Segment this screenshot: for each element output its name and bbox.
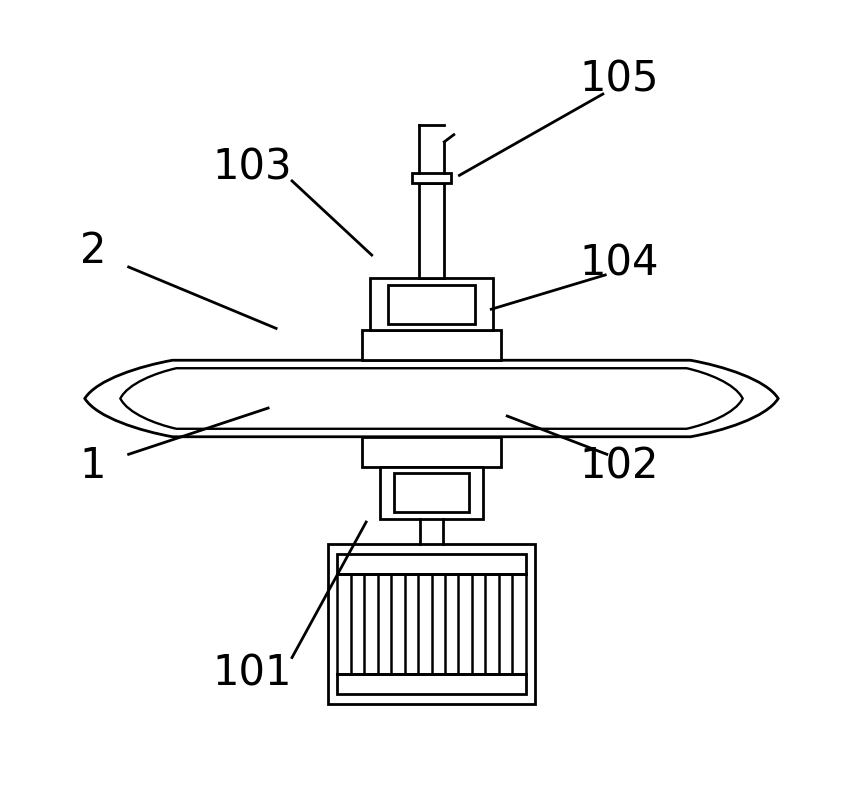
- Bar: [394, 473, 469, 512]
- Text: 2: 2: [79, 230, 106, 272]
- Bar: [328, 544, 535, 704]
- Bar: [362, 330, 501, 360]
- PathPatch shape: [85, 360, 778, 437]
- Text: 104: 104: [579, 242, 658, 284]
- Bar: [337, 674, 526, 694]
- Text: 101: 101: [212, 653, 292, 694]
- Bar: [380, 467, 483, 519]
- Bar: [337, 554, 526, 574]
- Bar: [419, 183, 444, 278]
- Text: 1: 1: [79, 446, 106, 487]
- Text: 102: 102: [579, 446, 658, 487]
- Bar: [412, 173, 451, 183]
- Bar: [369, 278, 494, 330]
- Bar: [362, 437, 501, 467]
- Text: 103: 103: [212, 147, 292, 188]
- Bar: [387, 285, 476, 324]
- Text: 105: 105: [579, 59, 658, 100]
